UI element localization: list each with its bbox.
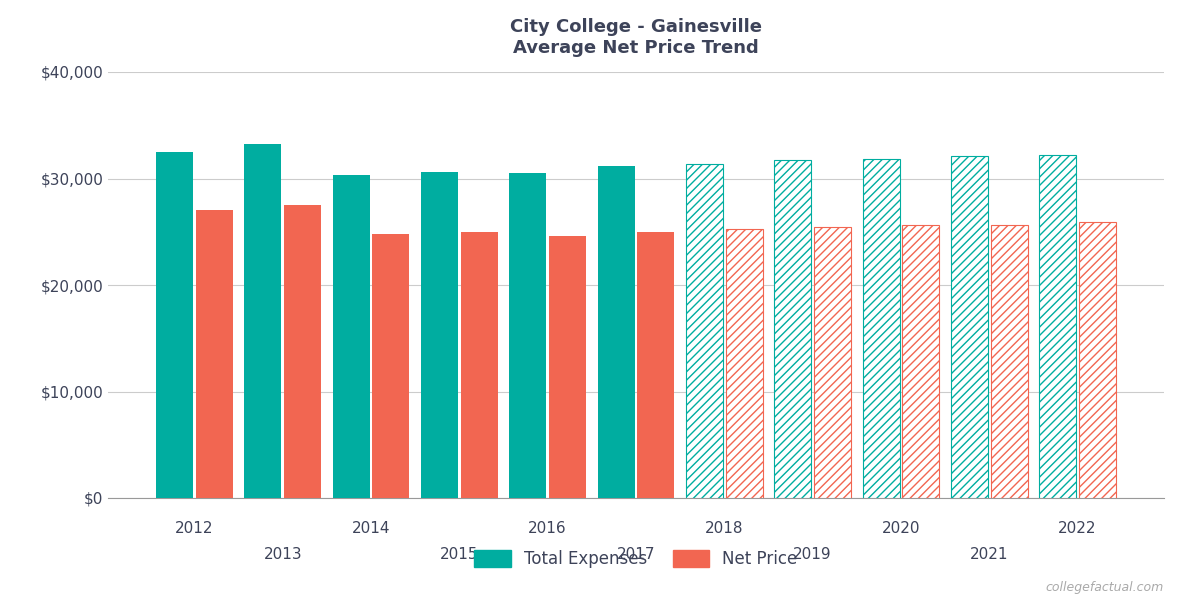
Bar: [245, 145, 282, 498]
Bar: [1039, 155, 1076, 498]
Bar: [726, 229, 763, 498]
Bar: [598, 166, 635, 498]
Bar: [156, 152, 193, 498]
Bar: [814, 227, 851, 498]
Legend: Total Expenses, Net Price: Total Expenses, Net Price: [468, 544, 804, 575]
Bar: [509, 173, 546, 498]
Text: 2020: 2020: [882, 521, 920, 536]
Bar: [372, 234, 409, 498]
Bar: [863, 160, 900, 498]
Text: 2012: 2012: [175, 521, 214, 536]
Bar: [902, 226, 940, 498]
Bar: [1079, 222, 1116, 498]
Text: 2015: 2015: [440, 547, 479, 562]
Text: 2016: 2016: [528, 521, 566, 536]
Bar: [774, 160, 811, 498]
Text: 2022: 2022: [1058, 521, 1097, 536]
Bar: [637, 232, 674, 498]
Text: collegefactual.com: collegefactual.com: [1045, 581, 1164, 594]
Bar: [950, 156, 988, 498]
Bar: [461, 232, 498, 498]
Text: 2014: 2014: [352, 521, 390, 536]
Bar: [284, 205, 322, 498]
Text: 2013: 2013: [264, 547, 302, 562]
Bar: [990, 226, 1027, 498]
Bar: [421, 172, 458, 498]
Text: 2017: 2017: [617, 547, 655, 562]
Bar: [332, 175, 370, 498]
Bar: [550, 236, 586, 498]
Text: 2018: 2018: [706, 521, 744, 536]
Bar: [686, 164, 722, 498]
Text: 2019: 2019: [793, 547, 832, 562]
Text: 2021: 2021: [970, 547, 1008, 562]
Title: City College - Gainesville
Average Net Price Trend: City College - Gainesville Average Net P…: [510, 18, 762, 56]
Bar: [196, 211, 233, 498]
